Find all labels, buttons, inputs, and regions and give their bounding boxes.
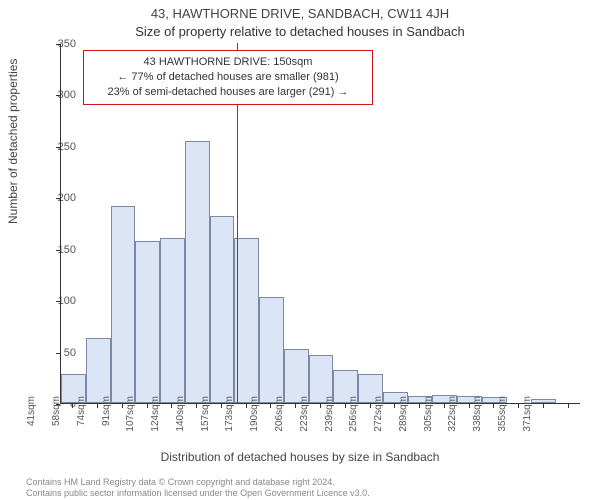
- x-axis-label: Distribution of detached houses by size …: [0, 450, 600, 464]
- histogram-bar: [259, 297, 284, 403]
- x-tick-mark: [394, 404, 395, 408]
- x-tick-label: 124sqm: [150, 396, 161, 446]
- x-tick-mark: [72, 404, 73, 408]
- x-tick-label: 140sqm: [175, 396, 186, 446]
- x-tick-mark: [444, 404, 445, 408]
- x-tick-mark: [270, 404, 271, 408]
- footer-attribution: Contains HM Land Registry data © Crown c…: [26, 477, 370, 498]
- footer-line-2: Contains public sector information licen…: [26, 488, 370, 498]
- x-tick-mark: [419, 404, 420, 408]
- x-tick-mark: [320, 404, 321, 408]
- x-tick-mark: [221, 404, 222, 408]
- x-tick-mark: [568, 404, 569, 408]
- x-tick-mark: [469, 404, 470, 408]
- x-tick-label: 190sqm: [249, 396, 260, 446]
- histogram-bar: [234, 238, 259, 403]
- chart-title-address: 43, HAWTHORNE DRIVE, SANDBACH, CW11 4JH: [0, 6, 600, 21]
- histogram-bar: [160, 238, 185, 403]
- histogram-bar: [135, 241, 160, 404]
- annotation-line-2: ← 77% of detached houses are smaller (98…: [90, 70, 366, 85]
- y-axis-label: Number of detached properties: [6, 59, 20, 224]
- x-tick-label: 91sqm: [101, 396, 112, 446]
- footer-line-1: Contains HM Land Registry data © Crown c…: [26, 477, 370, 487]
- x-tick-label: 355sqm: [497, 396, 508, 446]
- x-tick-label: 173sqm: [224, 396, 235, 446]
- annotation-box: 43 HAWTHORNE DRIVE: 150sqm ← 77% of deta…: [83, 50, 373, 105]
- x-tick-label: 322sqm: [447, 396, 458, 446]
- x-tick-label: 206sqm: [274, 396, 285, 446]
- plot-area: 43 HAWTHORNE DRIVE: 150sqm ← 77% of deta…: [60, 44, 580, 404]
- x-tick-label: 107sqm: [125, 396, 136, 446]
- x-tick-mark: [122, 404, 123, 408]
- x-tick-label: 58sqm: [51, 396, 62, 446]
- x-tick-mark: [171, 404, 172, 408]
- x-tick-label: 41sqm: [26, 396, 37, 446]
- histogram-bar: [185, 141, 210, 403]
- x-tick-mark: [97, 404, 98, 408]
- x-tick-mark: [295, 404, 296, 408]
- x-tick-mark: [370, 404, 371, 408]
- x-tick-label: 256sqm: [348, 396, 359, 446]
- annotation-line-3: 23% of semi-detached houses are larger (…: [90, 85, 366, 100]
- x-tick-label: 74sqm: [76, 396, 87, 446]
- x-tick-mark: [345, 404, 346, 408]
- x-tick-label: 239sqm: [324, 396, 335, 446]
- histogram-bar: [531, 399, 556, 403]
- chart-container: 43, HAWTHORNE DRIVE, SANDBACH, CW11 4JH …: [0, 0, 600, 500]
- histogram-bar: [111, 206, 136, 403]
- x-tick-label: 289sqm: [398, 396, 409, 446]
- x-tick-label: 223sqm: [299, 396, 310, 446]
- chart-subtitle: Size of property relative to detached ho…: [0, 24, 600, 39]
- x-tick-label: 272sqm: [373, 396, 384, 446]
- annotation-line-1: 43 HAWTHORNE DRIVE: 150sqm: [90, 55, 366, 70]
- x-tick-mark: [196, 404, 197, 408]
- histogram-bar: [284, 349, 309, 404]
- x-tick-mark: [246, 404, 247, 408]
- x-tick-label: 338sqm: [472, 396, 483, 446]
- histogram-bar: [210, 216, 235, 403]
- x-tick-mark: [543, 404, 544, 408]
- histogram-bar: [86, 338, 111, 403]
- x-tick-label: 157sqm: [200, 396, 211, 446]
- x-tick-mark: [147, 404, 148, 408]
- x-tick-mark: [518, 404, 519, 408]
- x-tick-mark: [493, 404, 494, 408]
- x-tick-label: 371sqm: [522, 396, 533, 446]
- x-tick-label: 305sqm: [423, 396, 434, 446]
